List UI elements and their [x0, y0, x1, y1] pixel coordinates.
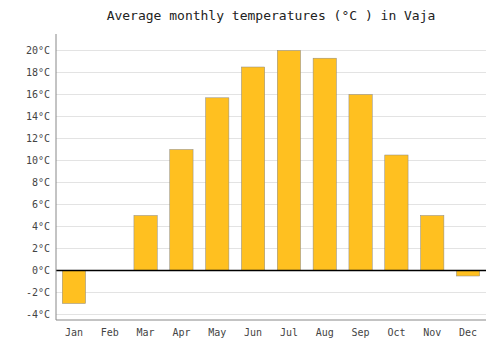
- x-tick-label: Oct: [387, 327, 405, 338]
- x-tick-label: Dec: [459, 327, 477, 338]
- y-tick-label: 12°C: [26, 133, 50, 144]
- y-tick-label: 0°C: [32, 265, 50, 276]
- bar: [170, 150, 193, 271]
- grid-line: [56, 72, 486, 73]
- x-tick-label: Jan: [65, 327, 83, 338]
- y-axis-line: [56, 34, 57, 320]
- x-tick-label: Nov: [423, 327, 441, 338]
- bar: [349, 95, 372, 271]
- x-tick-label: Jun: [244, 327, 262, 338]
- y-tick-label: -4°C: [26, 309, 50, 320]
- x-tick-label: Mar: [137, 327, 155, 338]
- grid: [56, 51, 486, 315]
- y-tick-label: 14°C: [26, 111, 50, 122]
- bars: [62, 51, 479, 304]
- x-tick-label: Jul: [280, 327, 298, 338]
- y-tick-label: 8°C: [32, 177, 50, 188]
- x-tick-label: May: [208, 327, 226, 338]
- bar: [456, 271, 479, 277]
- grid-line: [56, 204, 486, 205]
- x-tick-label: Sep: [352, 327, 370, 338]
- grid-line: [56, 292, 486, 293]
- zero-line: [56, 270, 486, 272]
- y-tick-label: 6°C: [32, 199, 50, 210]
- grid-line: [56, 50, 486, 51]
- y-tick-label: 18°C: [26, 67, 50, 78]
- grid-line: [56, 116, 486, 117]
- y-tick-label: -2°C: [26, 287, 50, 298]
- chart: Average monthly temperatures (°C ) in Va…: [0, 0, 500, 350]
- y-tick-label: 4°C: [32, 221, 50, 232]
- grid-line: [56, 270, 486, 271]
- grid-line: [56, 314, 486, 315]
- bar: [134, 216, 157, 271]
- y-tick-label: 10°C: [26, 155, 50, 166]
- bar: [206, 98, 229, 271]
- x-tick-label: Feb: [101, 327, 119, 338]
- x-axis-line: [56, 320, 486, 321]
- grid-line: [56, 160, 486, 161]
- y-tick-label: 2°C: [32, 243, 50, 254]
- y-tick-label: 16°C: [26, 89, 50, 100]
- bar: [277, 51, 300, 271]
- y-tick-label: 20°C: [26, 45, 50, 56]
- bar: [313, 58, 336, 270]
- grid-line: [56, 182, 486, 183]
- grid-line: [56, 138, 486, 139]
- bar: [62, 271, 85, 304]
- title: Average monthly temperatures (°C ) in Va…: [107, 8, 436, 23]
- bar: [241, 67, 264, 271]
- x-tick-label: Apr: [172, 327, 190, 338]
- bar: [385, 155, 408, 271]
- x-tick-label: Aug: [316, 327, 334, 338]
- grid-line: [56, 94, 486, 95]
- bar: [421, 216, 444, 271]
